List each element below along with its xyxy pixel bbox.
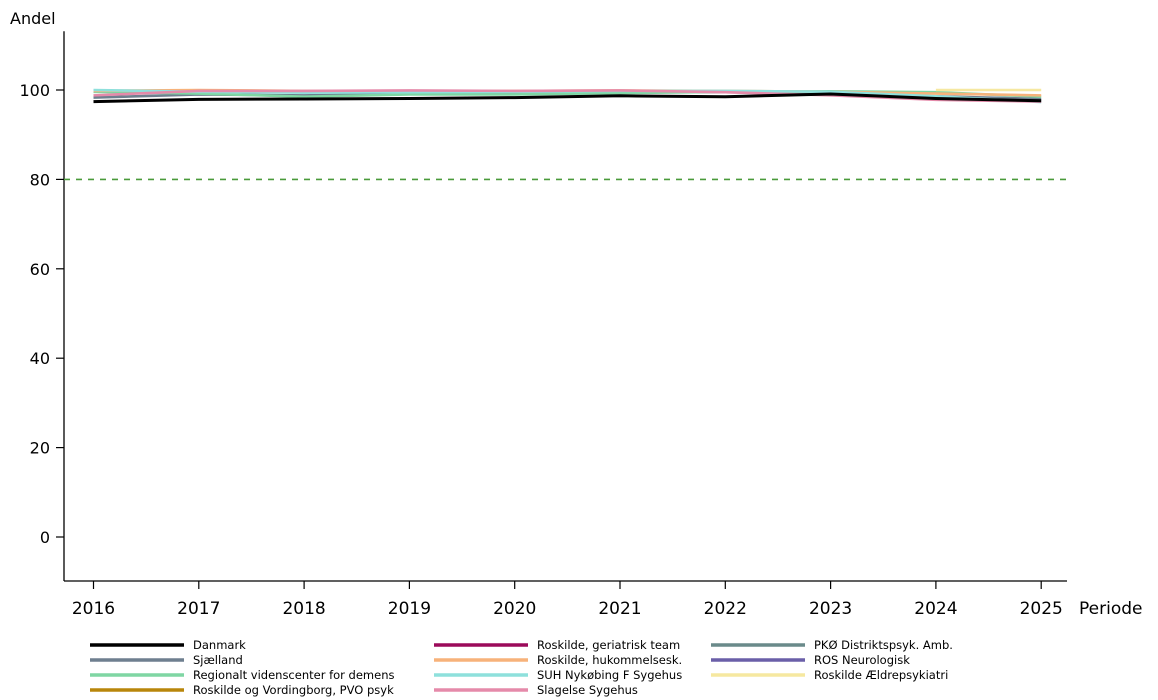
legend-label: ROS Neurologisk (814, 653, 910, 667)
legend-label: Roskilde, hukommelsesk. (537, 653, 682, 667)
x-tick-label: 2023 (809, 599, 852, 619)
x-axis-label: Periode (1079, 599, 1142, 619)
y-tick-label: 60 (30, 260, 50, 279)
x-tick-label: 2017 (177, 599, 220, 619)
legend-label: Danmark (193, 638, 246, 652)
legend-label: Roskilde Ældrepsykiatri (814, 668, 948, 682)
legend-label: PKØ Distriktspsyk. Amb. (814, 638, 953, 652)
y-tick-label: 40 (30, 349, 50, 368)
x-tick-label: 2020 (493, 599, 536, 619)
legend-label: Sjælland (193, 653, 243, 667)
x-tick-label: 2022 (704, 599, 747, 619)
y-axis-label: Andel (10, 9, 56, 28)
legend-label: Roskilde, geriatrisk team (537, 638, 680, 652)
legend-label: Roskilde og Vordingborg, PVO psyk (193, 683, 394, 697)
x-tick-label: 2024 (914, 599, 957, 619)
x-tick-label: 2021 (598, 599, 641, 619)
y-tick-label: 100 (19, 81, 50, 100)
series-line-danmark (93, 92, 1042, 104)
x-tick-label: 2025 (1020, 599, 1063, 619)
y-tick-label: 80 (30, 170, 50, 189)
series-lines (93, 88, 1042, 104)
x-tick-label: 2019 (388, 599, 431, 619)
legend-label: Slagelse Sygehus (537, 683, 638, 697)
y-axis: 0 20 40 60 80 100 (19, 31, 65, 581)
y-tick-label: 20 (30, 439, 50, 458)
y-tick-label: 0 (40, 528, 50, 547)
legend-label: Regionalt videnscenter for demens (193, 668, 395, 682)
x-tick-label: 2018 (282, 599, 325, 619)
legend-label: SUH Nykøbing F Sygehus (537, 668, 682, 682)
x-tick-label: 2016 (72, 599, 115, 619)
x-axis: 2016 2017 2018 2019 2020 2021 2022 2023 2024 2025 (64, 580, 1067, 619)
